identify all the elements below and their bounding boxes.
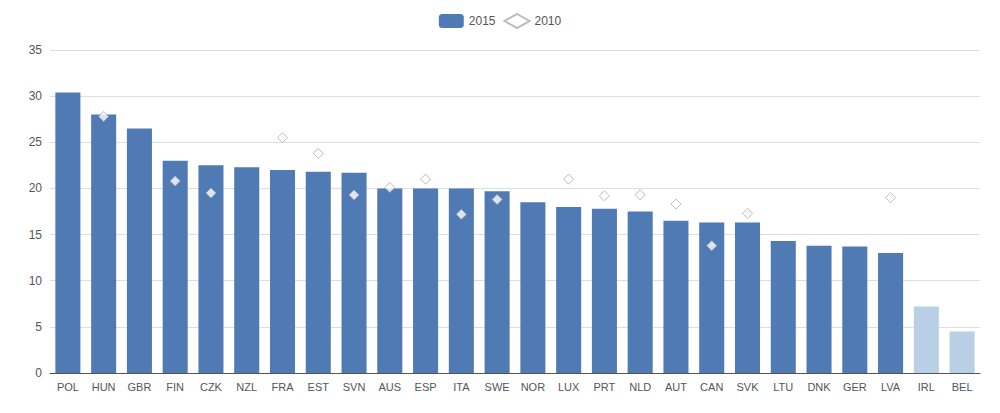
svg-text:5: 5 [35,320,42,334]
svg-text:FIN: FIN [166,381,184,393]
svg-text:GER: GER [843,381,867,393]
svg-text:AUT: AUT [665,381,687,393]
svg-text:CZK: CZK [200,381,223,393]
svg-text:IRL: IRL [918,381,935,393]
svg-text:AUS: AUS [378,381,401,393]
svg-text:SVK: SVK [736,381,759,393]
svg-text:20: 20 [29,181,43,195]
svg-text:35: 35 [29,43,43,57]
svg-text:15: 15 [29,228,43,242]
svg-text:BEL: BEL [952,381,973,393]
svg-text:LTU: LTU [773,381,793,393]
svg-text:EST: EST [308,381,330,393]
svg-text:SWE: SWE [485,381,510,393]
svg-text:10: 10 [29,274,43,288]
svg-text:PRT: PRT [594,381,616,393]
svg-text:0: 0 [35,366,42,380]
svg-text:NZL: NZL [236,381,257,393]
svg-text:ITA: ITA [453,381,470,393]
svg-text:NLD: NLD [629,381,651,393]
svg-text:SVN: SVN [343,381,366,393]
svg-text:HUN: HUN [92,381,116,393]
svg-text:2010: 2010 [535,14,562,28]
svg-text:LUX: LUX [558,381,580,393]
svg-text:FRA: FRA [272,381,295,393]
svg-text:ESP: ESP [415,381,437,393]
svg-text:NOR: NOR [521,381,546,393]
svg-text:DNK: DNK [807,381,831,393]
svg-text:30: 30 [29,89,43,103]
svg-text:CAN: CAN [700,381,723,393]
svg-text:2015: 2015 [469,14,496,28]
svg-text:GBR: GBR [128,381,152,393]
svg-text:25: 25 [29,135,43,149]
svg-text:LVA: LVA [881,381,901,393]
svg-text:POL: POL [57,381,79,393]
